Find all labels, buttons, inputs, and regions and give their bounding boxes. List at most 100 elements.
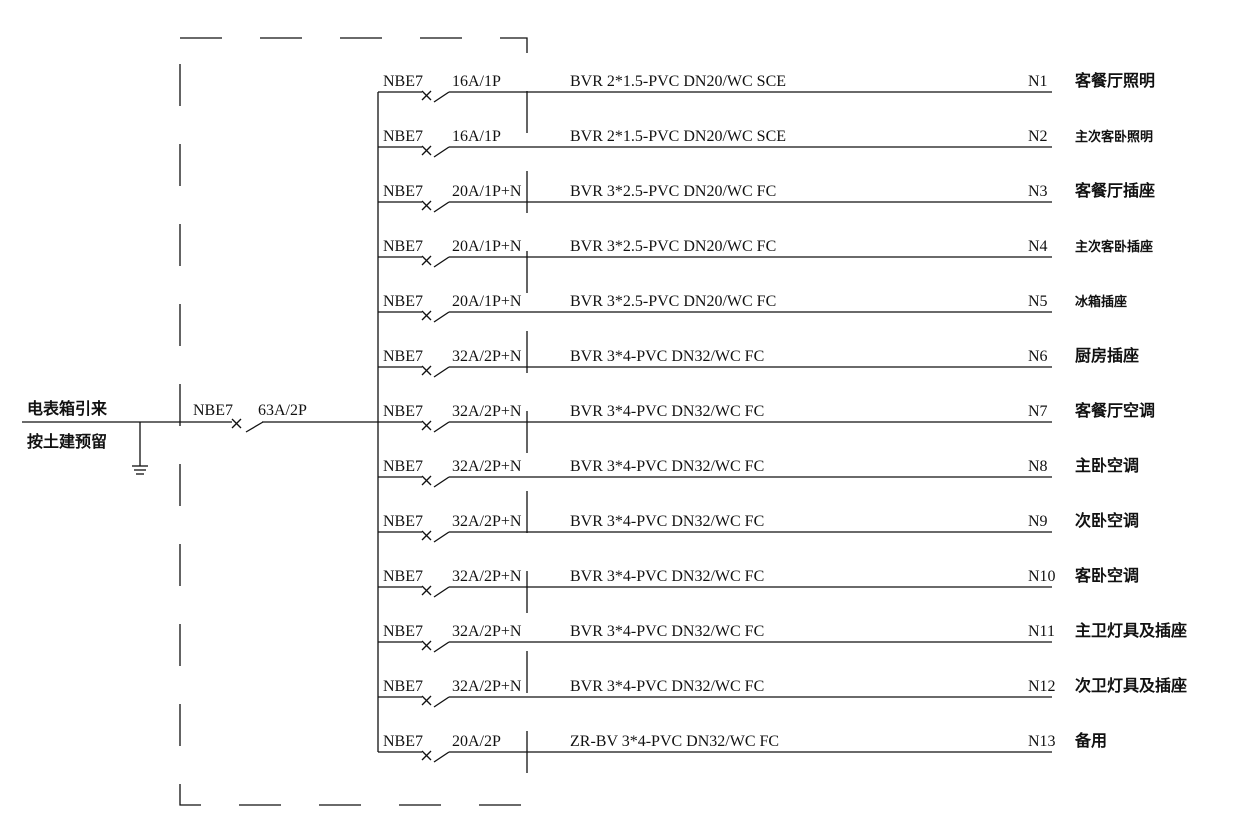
circuit-row: NBE7 20A/2P ZR-BV 3*4-PVC DN32/WC FC N13 备用 (378, 731, 1107, 763)
circuit-row: NBE7 16A/1P BVR 2*1.5-PVC DN20/WC SCE N2 主次客… (378, 128, 1153, 158)
circuit-row: NBE7 16A/1P BVR 2*1.5-PVC DN20/WC SCE N1 客餐厅… (378, 71, 1155, 103)
circuit-row: NBE7 32A/2P+N BVR 3*4-PVC DN32/WC FC N11 主卫灯… (378, 621, 1187, 653)
breaker-model: NBE7 (383, 128, 423, 145)
circuit-name: 次卧空调 (1075, 511, 1139, 530)
breaker-model: NBE7 (383, 73, 423, 90)
circuit-row: NBE7 20A/1P+N BVR 3*2.5-PVC DN20/WC FC N5 冰箱… (378, 293, 1127, 323)
circuit-id: N9 (1028, 513, 1048, 530)
breaker-model: NBE7 (383, 293, 423, 310)
circuit-list: NBE7 16A/1P BVR 2*1.5-PVC DN20/WC SCE N1 客餐厅… (378, 71, 1187, 763)
breaker-icon (421, 750, 450, 763)
circuit-row: NBE7 20A/1P+N BVR 3*2.5-PVC DN20/WC FC N3 客餐… (378, 181, 1155, 213)
breaker-icon (421, 695, 450, 708)
breaker-icon (421, 420, 450, 433)
breaker-rating: 20A/1P+N (452, 293, 522, 310)
breaker-icon (421, 585, 450, 598)
circuit-name: 主次客卧插座 (1075, 239, 1153, 255)
breaker-icon (421, 145, 450, 158)
breaker-icon (421, 90, 450, 103)
cable-spec: BVR 2*1.5-PVC DN20/WC SCE (570, 128, 786, 145)
circuit-name: 次卫灯具及插座 (1075, 676, 1187, 695)
main-breaker-model: NBE7 (193, 402, 233, 419)
breaker-rating: 20A/1P+N (452, 183, 522, 200)
breaker-icon (421, 255, 450, 268)
circuit-name: 主次客卧照明 (1075, 129, 1153, 145)
circuit-row: NBE7 32A/2P+N BVR 3*4-PVC DN32/WC FC N8 主卧空调 (378, 456, 1139, 488)
cable-spec: BVR 3*2.5-PVC DN20/WC FC (570, 238, 776, 255)
breaker-rating: 32A/2P+N (452, 348, 522, 365)
circuit-name: 主卫灯具及插座 (1075, 621, 1187, 640)
circuit-id: N7 (1028, 403, 1048, 420)
circuit-row: NBE7 32A/2P+N BVR 3*4-PVC DN32/WC FC N7 客餐厅空… (378, 401, 1155, 433)
circuit-row: NBE7 32A/2P+N BVR 3*4-PVC DN32/WC FC N10 客卧空… (378, 566, 1139, 598)
circuit-id: N12 (1028, 678, 1056, 695)
circuit-id: N5 (1028, 293, 1048, 310)
breaker-rating: 16A/1P (452, 73, 501, 90)
circuit-name: 客餐厅空调 (1075, 401, 1155, 420)
breaker-rating: 16A/1P (452, 128, 501, 145)
cable-spec: BVR 2*1.5-PVC DN20/WC SCE (570, 73, 786, 90)
breaker-model: NBE7 (383, 733, 423, 750)
circuit-name: 客卧空调 (1075, 566, 1139, 585)
circuit-id: N2 (1028, 128, 1048, 145)
circuit-name: 备用 (1074, 731, 1107, 750)
breaker-model: NBE7 (383, 678, 423, 695)
cable-spec: BVR 3*2.5-PVC DN20/WC FC (570, 293, 776, 310)
circuit-name: 客餐厅插座 (1075, 181, 1155, 200)
circuit-id: N4 (1028, 238, 1048, 255)
breaker-rating: 20A/1P+N (452, 238, 522, 255)
breaker-model: NBE7 (383, 348, 423, 365)
cable-spec: BVR 3*4-PVC DN32/WC FC (570, 568, 764, 585)
incoming-note-label: 按土建预留 (27, 432, 107, 451)
circuit-row: NBE7 32A/2P+N BVR 3*4-PVC DN32/WC FC N12 次卫灯… (378, 676, 1187, 708)
incoming-feeder: 电表箱引来 按土建预留 NBE7 63A/2P (22, 399, 378, 475)
breaker-icon (421, 200, 450, 213)
breaker-model: NBE7 (383, 403, 423, 420)
circuit-id: N6 (1028, 348, 1048, 365)
incoming-source-label: 电表箱引来 (27, 399, 108, 418)
circuit-name: 厨房插座 (1075, 346, 1139, 365)
cable-spec: BVR 3*4-PVC DN32/WC FC (570, 623, 764, 640)
cable-spec: BVR 3*4-PVC DN32/WC FC (570, 458, 764, 475)
circuit-id: N10 (1028, 568, 1056, 585)
cable-spec: BVR 3*4-PVC DN32/WC FC (570, 678, 764, 695)
breaker-rating: 32A/2P+N (452, 403, 522, 420)
circuit-id: N13 (1028, 733, 1056, 750)
breaker-icon (421, 530, 450, 543)
circuit-id: N1 (1028, 73, 1048, 90)
circuit-name: 冰箱插座 (1075, 294, 1127, 310)
cable-spec: BVR 3*4-PVC DN32/WC FC (570, 513, 764, 530)
breaker-model: NBE7 (383, 623, 423, 640)
breaker-rating: 32A/2P+N (452, 568, 522, 585)
cable-spec: ZR-BV 3*4-PVC DN32/WC FC (570, 733, 779, 750)
breaker-rating: 32A/2P+N (452, 623, 522, 640)
breaker-icon (421, 365, 450, 378)
ground-icon (132, 422, 148, 475)
circuit-row: NBE7 32A/2P+N BVR 3*4-PVC DN32/WC FC N6 厨房插座 (378, 346, 1139, 378)
circuit-row: NBE7 32A/2P+N BVR 3*4-PVC DN32/WC FC N9 次卧空调 (378, 511, 1139, 543)
breaker-icon (421, 640, 450, 653)
breaker-model: NBE7 (383, 568, 423, 585)
breaker-icon (421, 310, 450, 323)
circuit-id: N3 (1028, 183, 1048, 200)
breaker-rating: 32A/2P+N (452, 513, 522, 530)
breaker-rating: 32A/2P+N (452, 458, 522, 475)
breaker-model: NBE7 (383, 458, 423, 475)
main-breaker-icon (231, 418, 264, 433)
circuit-name: 主卧空调 (1075, 456, 1139, 475)
circuit-row: NBE7 20A/1P+N BVR 3*2.5-PVC DN20/WC FC N4 主次… (378, 238, 1153, 268)
breaker-model: NBE7 (383, 238, 423, 255)
circuit-name: 客餐厅照明 (1075, 71, 1155, 90)
circuit-id: N8 (1028, 458, 1048, 475)
cable-spec: BVR 3*4-PVC DN32/WC FC (570, 403, 764, 420)
breaker-model: NBE7 (383, 183, 423, 200)
breaker-icon (421, 475, 450, 488)
breaker-rating: 20A/2P (452, 733, 501, 750)
breaker-rating: 32A/2P+N (452, 678, 522, 695)
breaker-model: NBE7 (383, 513, 423, 530)
cable-spec: BVR 3*2.5-PVC DN20/WC FC (570, 183, 776, 200)
cable-spec: BVR 3*4-PVC DN32/WC FC (570, 348, 764, 365)
circuit-id: N11 (1028, 623, 1055, 640)
main-breaker-rating: 63A/2P (258, 402, 307, 419)
